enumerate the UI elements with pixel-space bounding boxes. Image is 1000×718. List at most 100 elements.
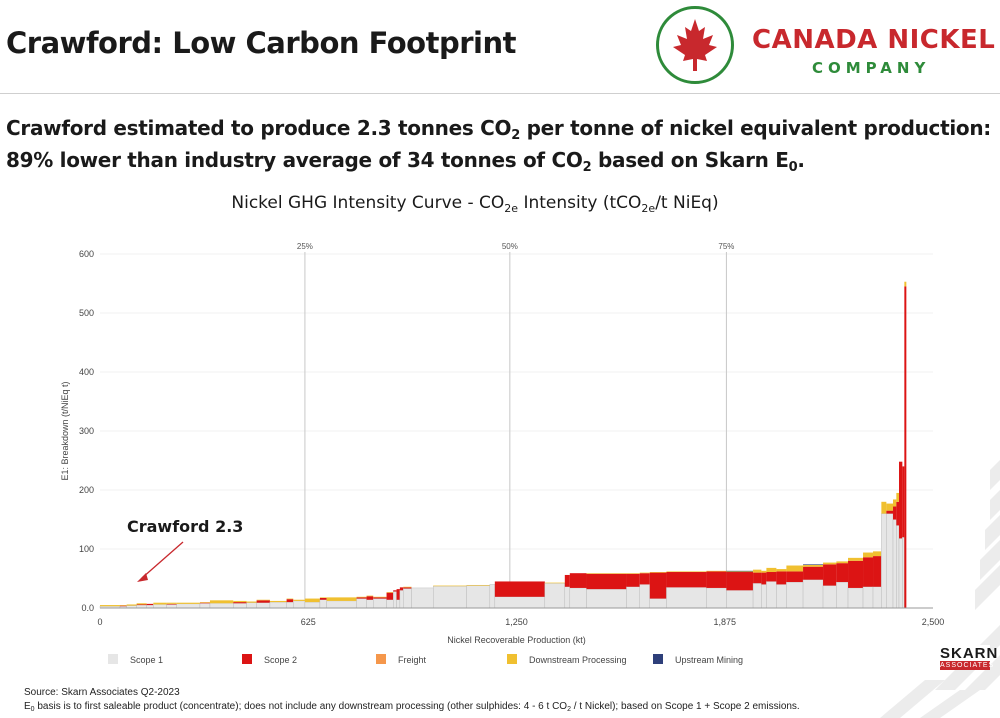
bar-segment-scope1	[752, 583, 762, 609]
bar-segment-downstream	[304, 598, 320, 603]
skarn-logo: SKARN ASSOCIATES	[940, 645, 999, 670]
bar-segment-downstream	[466, 584, 490, 586]
bar-segment-scope2	[199, 602, 210, 604]
bar-segment-downstream	[293, 599, 305, 601]
bar-segment-downstream	[896, 492, 900, 502]
bar-segment-scope1	[153, 604, 167, 609]
bar-segment-scope2	[366, 596, 374, 600]
company-logo-name: CANADA NICKEL	[752, 25, 996, 55]
headline-text: based on Skarn E	[591, 148, 789, 172]
bar-segment-downstream	[586, 573, 627, 574]
bar-segment-scope1	[256, 602, 271, 609]
bar-segment-scope2	[386, 592, 394, 600]
chart-title: Nickel GHG Intensity Curve - CO2e Intens…	[0, 193, 950, 214]
legend-label: Freight	[398, 655, 427, 665]
x-tick-label: 1,875	[713, 617, 736, 627]
bar-segment-downstream	[863, 552, 874, 558]
bar-segment-scope1	[209, 603, 234, 609]
bar-segment-scope1	[802, 579, 824, 609]
bar-segment-downstream	[233, 600, 247, 603]
bar-segment-scope1	[896, 525, 900, 609]
bar-segment-downstream	[544, 582, 565, 584]
basis-note: E0 basis is to first saleable product (c…	[24, 701, 800, 713]
bar-segment-downstream	[803, 564, 824, 567]
bar-segment-scope1	[881, 513, 887, 609]
subscript: 0	[30, 706, 35, 713]
bar-segment-scope1	[626, 586, 640, 609]
bar-segment-downstream	[726, 571, 754, 573]
headline-line-1: Crawford estimated to produce 2.3 tonnes…	[6, 116, 992, 142]
bar-segment-downstream	[893, 499, 897, 507]
bar-segment-scope1	[639, 584, 650, 609]
bar-segment-scope2	[233, 602, 247, 604]
bar-segment-scope1	[649, 598, 667, 609]
bar-segment-downstream	[126, 604, 137, 606]
bar-segment-scope2	[753, 572, 762, 584]
bar-segment-scope1	[766, 581, 777, 609]
bar-segment-downstream	[776, 569, 787, 572]
bar-segment-upstream	[726, 570, 754, 572]
x-tick-label: 0	[97, 617, 102, 627]
annotation-arrow-line	[141, 541, 184, 579]
bar-segment-scope1	[822, 585, 837, 609]
bar-segment-scope1	[233, 603, 247, 609]
bar-segment-scope1	[399, 590, 404, 609]
bar-segment-downstream	[136, 603, 147, 605]
bar-segment-scope2	[373, 597, 387, 599]
basis-text: / t Nickel); based on Scope 1 + Scope 2 …	[570, 701, 800, 712]
bar-segment-scope1	[872, 586, 882, 609]
bar-segment-scope1	[269, 601, 287, 609]
subscript: 2	[582, 160, 592, 175]
bar-segment-scope1	[494, 596, 546, 609]
bar-segment-scope2	[146, 603, 154, 606]
legend-label: Scope 1	[130, 655, 163, 665]
bar-segment-scope2	[766, 572, 777, 582]
legend-swatch	[108, 654, 118, 664]
bar-segment-scope1	[411, 587, 434, 609]
subscript: 0	[788, 160, 798, 175]
bar-segment-downstream	[666, 571, 707, 573]
bar-segment-scope1	[403, 588, 412, 609]
bar-segment-scope2	[666, 572, 707, 588]
maple-leaf-icon	[656, 6, 734, 84]
percentile-label: 50%	[502, 242, 518, 251]
bar-segment-scope2	[256, 600, 270, 603]
headline-text: .	[797, 148, 805, 172]
bar-segment-downstream	[836, 561, 849, 564]
bar-segment-downstream	[319, 597, 327, 598]
bar-segment-scope1	[886, 513, 894, 609]
bar-segment-scope2	[848, 560, 864, 588]
bar-segment-scope2	[761, 572, 767, 585]
headline-text: per tonne of nickel equivalent productio…	[519, 116, 992, 140]
bar-segment-scope2	[403, 587, 412, 589]
bar-segment-scope2	[564, 574, 570, 587]
bar-segment-scope1	[726, 590, 754, 609]
bar-segment-downstream	[366, 595, 374, 597]
bar-segment-downstream	[848, 557, 864, 561]
bar-segment-scope1	[786, 581, 804, 609]
y-tick-label: 300	[79, 426, 94, 436]
bar-segment-downstream	[403, 586, 412, 588]
y-tick-label: 200	[79, 485, 94, 495]
bar-segment-downstream	[761, 570, 767, 573]
bar-segment-scope1	[544, 583, 566, 609]
bar-segment-scope1	[373, 598, 387, 609]
bar-segment-scope1	[176, 603, 201, 609]
bar-segment-downstream	[166, 602, 177, 604]
bar-segment-scope1	[706, 587, 727, 609]
bar-segment-scope1	[466, 585, 491, 609]
skarn-logo-name: SKARN	[940, 645, 999, 662]
maple-leaf-graphic	[673, 19, 717, 71]
bar-segment-downstream	[881, 501, 887, 514]
source-note: Source: Skarn Associates Q2-2023	[24, 687, 180, 698]
bar-segment-scope2	[393, 590, 397, 592]
bar-segment-scope2	[586, 573, 627, 590]
bar-segment-scope2	[786, 571, 804, 583]
bar-segment-scope2	[399, 587, 404, 591]
annotation-arrowhead	[137, 573, 148, 582]
bar-segment-scope1	[393, 591, 397, 609]
bar-segment-downstream	[904, 281, 907, 287]
bar-segment-scope2	[166, 603, 177, 605]
bar-segment-scope1	[761, 584, 767, 609]
